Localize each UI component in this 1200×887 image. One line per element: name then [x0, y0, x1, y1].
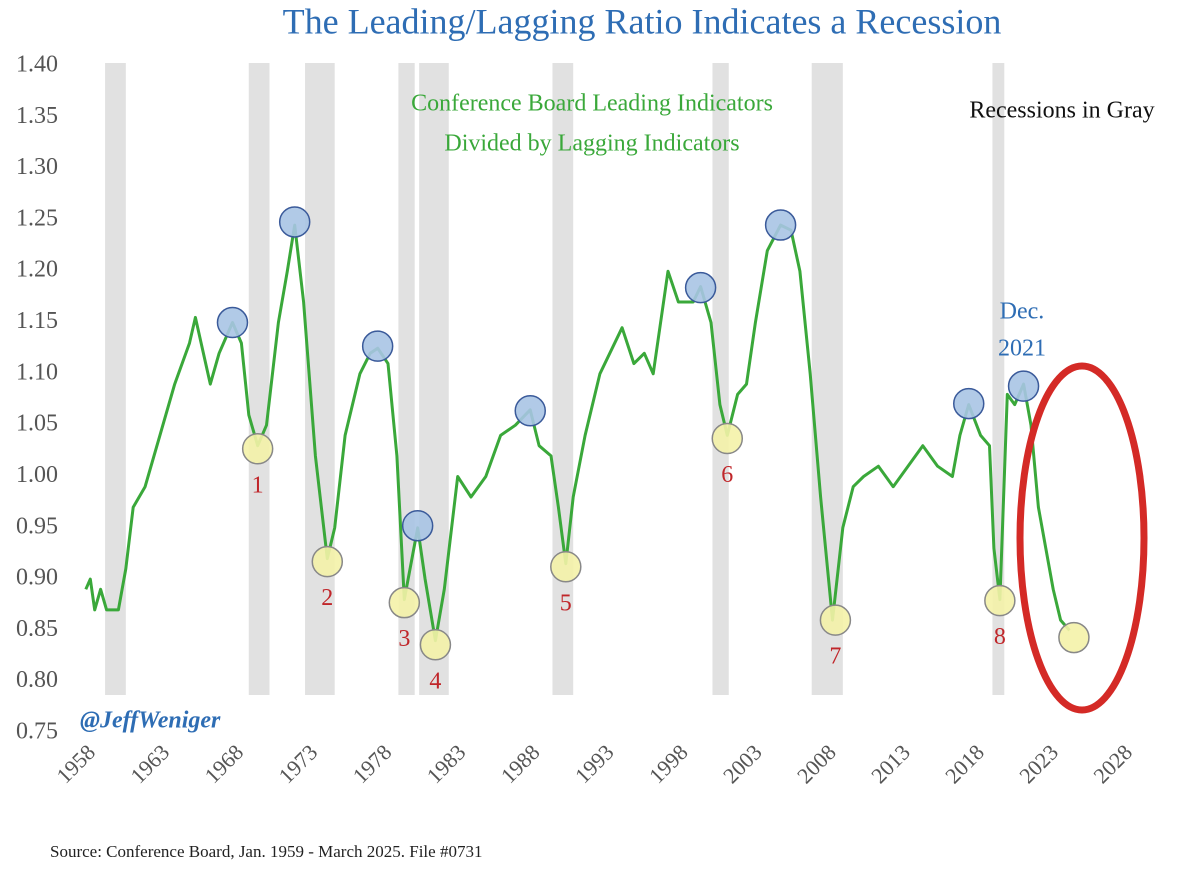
trough-marker	[388, 586, 421, 619]
trough-label: 8	[994, 624, 1006, 650]
annotation: 2021	[998, 336, 1046, 362]
y-tick-label: 0.95	[16, 513, 58, 539]
trough-marker	[819, 604, 852, 636]
trough-label: 7	[829, 644, 841, 670]
peak-marker	[361, 330, 394, 362]
y-tick-label: 0.85	[16, 616, 58, 642]
trough-marker	[711, 422, 744, 455]
x-tick-label: 2013	[866, 739, 915, 788]
chart-title: The Leading/Lagging Ratio Indicates a Re…	[283, 1, 1002, 41]
y-tick-label: 1.20	[16, 257, 58, 283]
peak-marker	[684, 271, 717, 304]
x-tick-label: 1973	[274, 739, 323, 788]
y-tick-label: 1.05	[16, 411, 58, 437]
peak-marker	[764, 209, 797, 241]
x-tick-label: 2018	[940, 739, 989, 788]
subtitle: Divided by Lagging Indicators	[444, 131, 739, 157]
x-tick-label: 1963	[125, 739, 174, 788]
y-tick-label: 1.15	[16, 308, 58, 334]
y-tick-label: 0.75	[16, 719, 58, 745]
recession-layer	[105, 63, 1005, 695]
y-tick-label: 1.30	[16, 154, 58, 180]
trough-marker	[1058, 621, 1090, 654]
data-line	[84, 223, 1071, 643]
peak-marker	[401, 509, 434, 542]
x-tick-label: 1993	[570, 739, 619, 788]
peak-marker	[216, 306, 249, 339]
trough-label: 5	[560, 590, 572, 616]
y-tick-label: 1.10	[16, 359, 58, 385]
trough-label: 2	[321, 585, 333, 611]
recession-band	[248, 63, 270, 695]
handle: @JeffWeniger	[80, 708, 221, 734]
trough-label: 6	[721, 462, 733, 488]
x-tick-label: 1983	[422, 739, 471, 788]
x-tick-label: 1988	[496, 739, 545, 788]
x-tick-label: 1998	[644, 739, 693, 788]
x-tick-label: 2028	[1088, 739, 1137, 788]
recession-band	[419, 63, 449, 695]
trough-marker	[419, 629, 452, 661]
trough-label: 4	[429, 668, 441, 694]
y-tick-label: 0.90	[16, 565, 58, 591]
x-tick-label: 1958	[51, 739, 100, 788]
trough-marker	[311, 545, 344, 578]
annotation: Dec.	[1000, 299, 1045, 325]
recession-band	[712, 63, 729, 695]
peak-marker	[952, 387, 985, 420]
y-tick-label: 1.25	[16, 205, 58, 231]
x-tick-label: 1968	[199, 739, 248, 788]
recession-band	[811, 63, 843, 695]
y-tick-label: 1.35	[16, 103, 58, 129]
source-note: Source: Conference Board, Jan. 1959 - Ma…	[50, 842, 482, 861]
peak-marker	[278, 206, 311, 238]
x-tick-label: 1978	[348, 739, 397, 788]
subtitle: Conference Board Leading Indicators	[411, 91, 773, 117]
highlight-ellipse	[1016, 362, 1148, 714]
plot-layer: 0.75 0.80 0.85 0.90 0.95 1.00 1.05 1.10 1.15 1.20…	[16, 52, 1137, 789]
x-tick-label: 2023	[1014, 739, 1063, 788]
y-tick-label: 1.40	[16, 52, 58, 78]
trough-marker	[984, 584, 1016, 617]
trough-marker	[241, 433, 274, 465]
recession-band	[105, 63, 126, 695]
peak-marker	[514, 395, 546, 427]
y-tick-label: 1.00	[16, 462, 58, 488]
trough-label: 1	[252, 472, 264, 498]
y-tick-label: 0.80	[16, 667, 58, 693]
x-tick-label: 2008	[792, 739, 841, 788]
trough-label: 3	[398, 626, 410, 652]
recession-note: Recessions in Gray	[969, 98, 1154, 124]
trough-marker	[550, 551, 582, 583]
recession-band	[992, 63, 1005, 695]
peak-marker	[1007, 370, 1040, 402]
x-tick-label: 2003	[718, 739, 767, 788]
